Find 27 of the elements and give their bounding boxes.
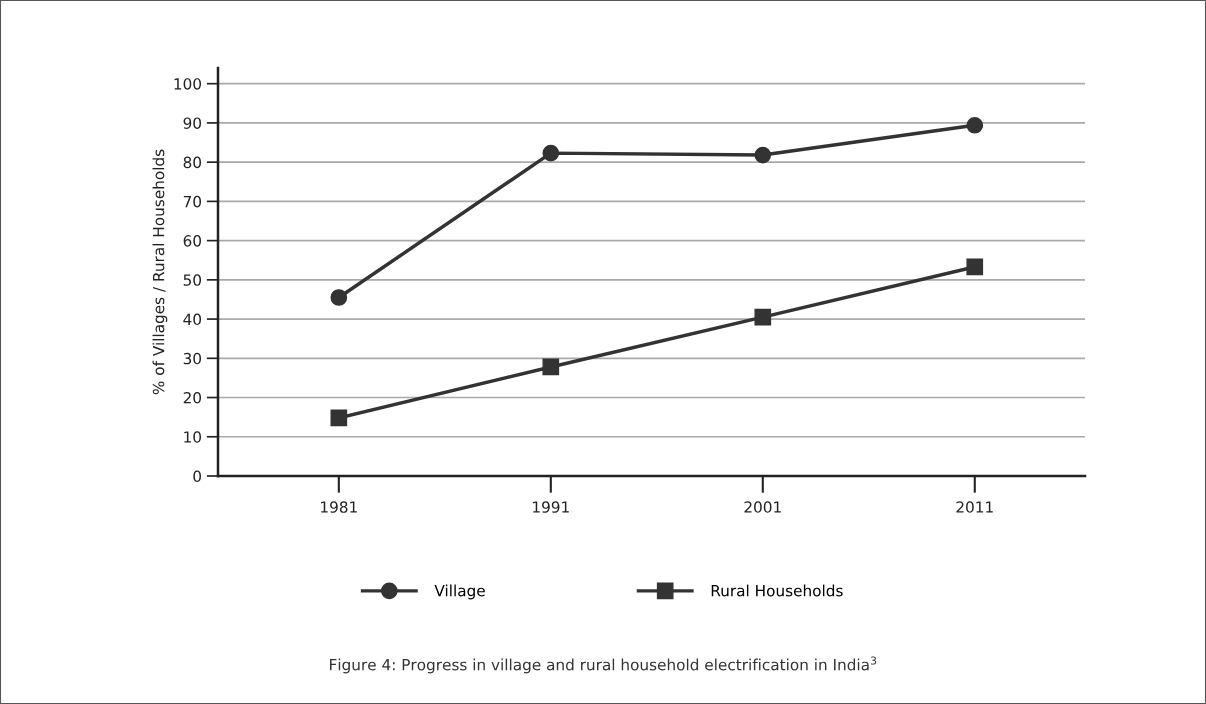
y-tick-label: 60 — [183, 235, 202, 247]
point — [542, 358, 560, 376]
y-tick-label: 30 — [183, 352, 202, 365]
y-tick-label: 80 — [183, 156, 202, 169]
caption: Figure 4: Progress in village and rural household electrification in India$^{3}$ — [330, 656, 877, 674]
y-axis-title: % of Villages / Rural Households — [152, 149, 168, 395]
y-tick-label: 50 — [183, 274, 202, 286]
point — [330, 409, 348, 427]
legend-label: Village — [434, 584, 485, 600]
y-tick-label: 70 — [183, 195, 202, 208]
point — [754, 146, 772, 164]
x-tick-label: 2011 — [956, 501, 993, 513]
y-tick-label: 10 — [184, 431, 202, 443]
legend-label: Rural Households — [711, 584, 843, 597]
y-tick-label: 40 — [183, 313, 202, 326]
point — [754, 308, 772, 326]
point — [966, 258, 984, 276]
point — [966, 116, 984, 134]
point — [542, 144, 560, 162]
point — [330, 289, 348, 306]
x-tick-label: 2001 — [744, 501, 781, 513]
y-tick-label: 100 — [174, 78, 202, 90]
x-tick-label: 1981 — [321, 501, 357, 513]
x-tick-label: 1991 — [533, 501, 569, 513]
y-tick-label: 20 — [183, 392, 202, 404]
y-tick-label: 0 — [193, 470, 202, 483]
y-tick-label: 90 — [183, 117, 202, 129]
